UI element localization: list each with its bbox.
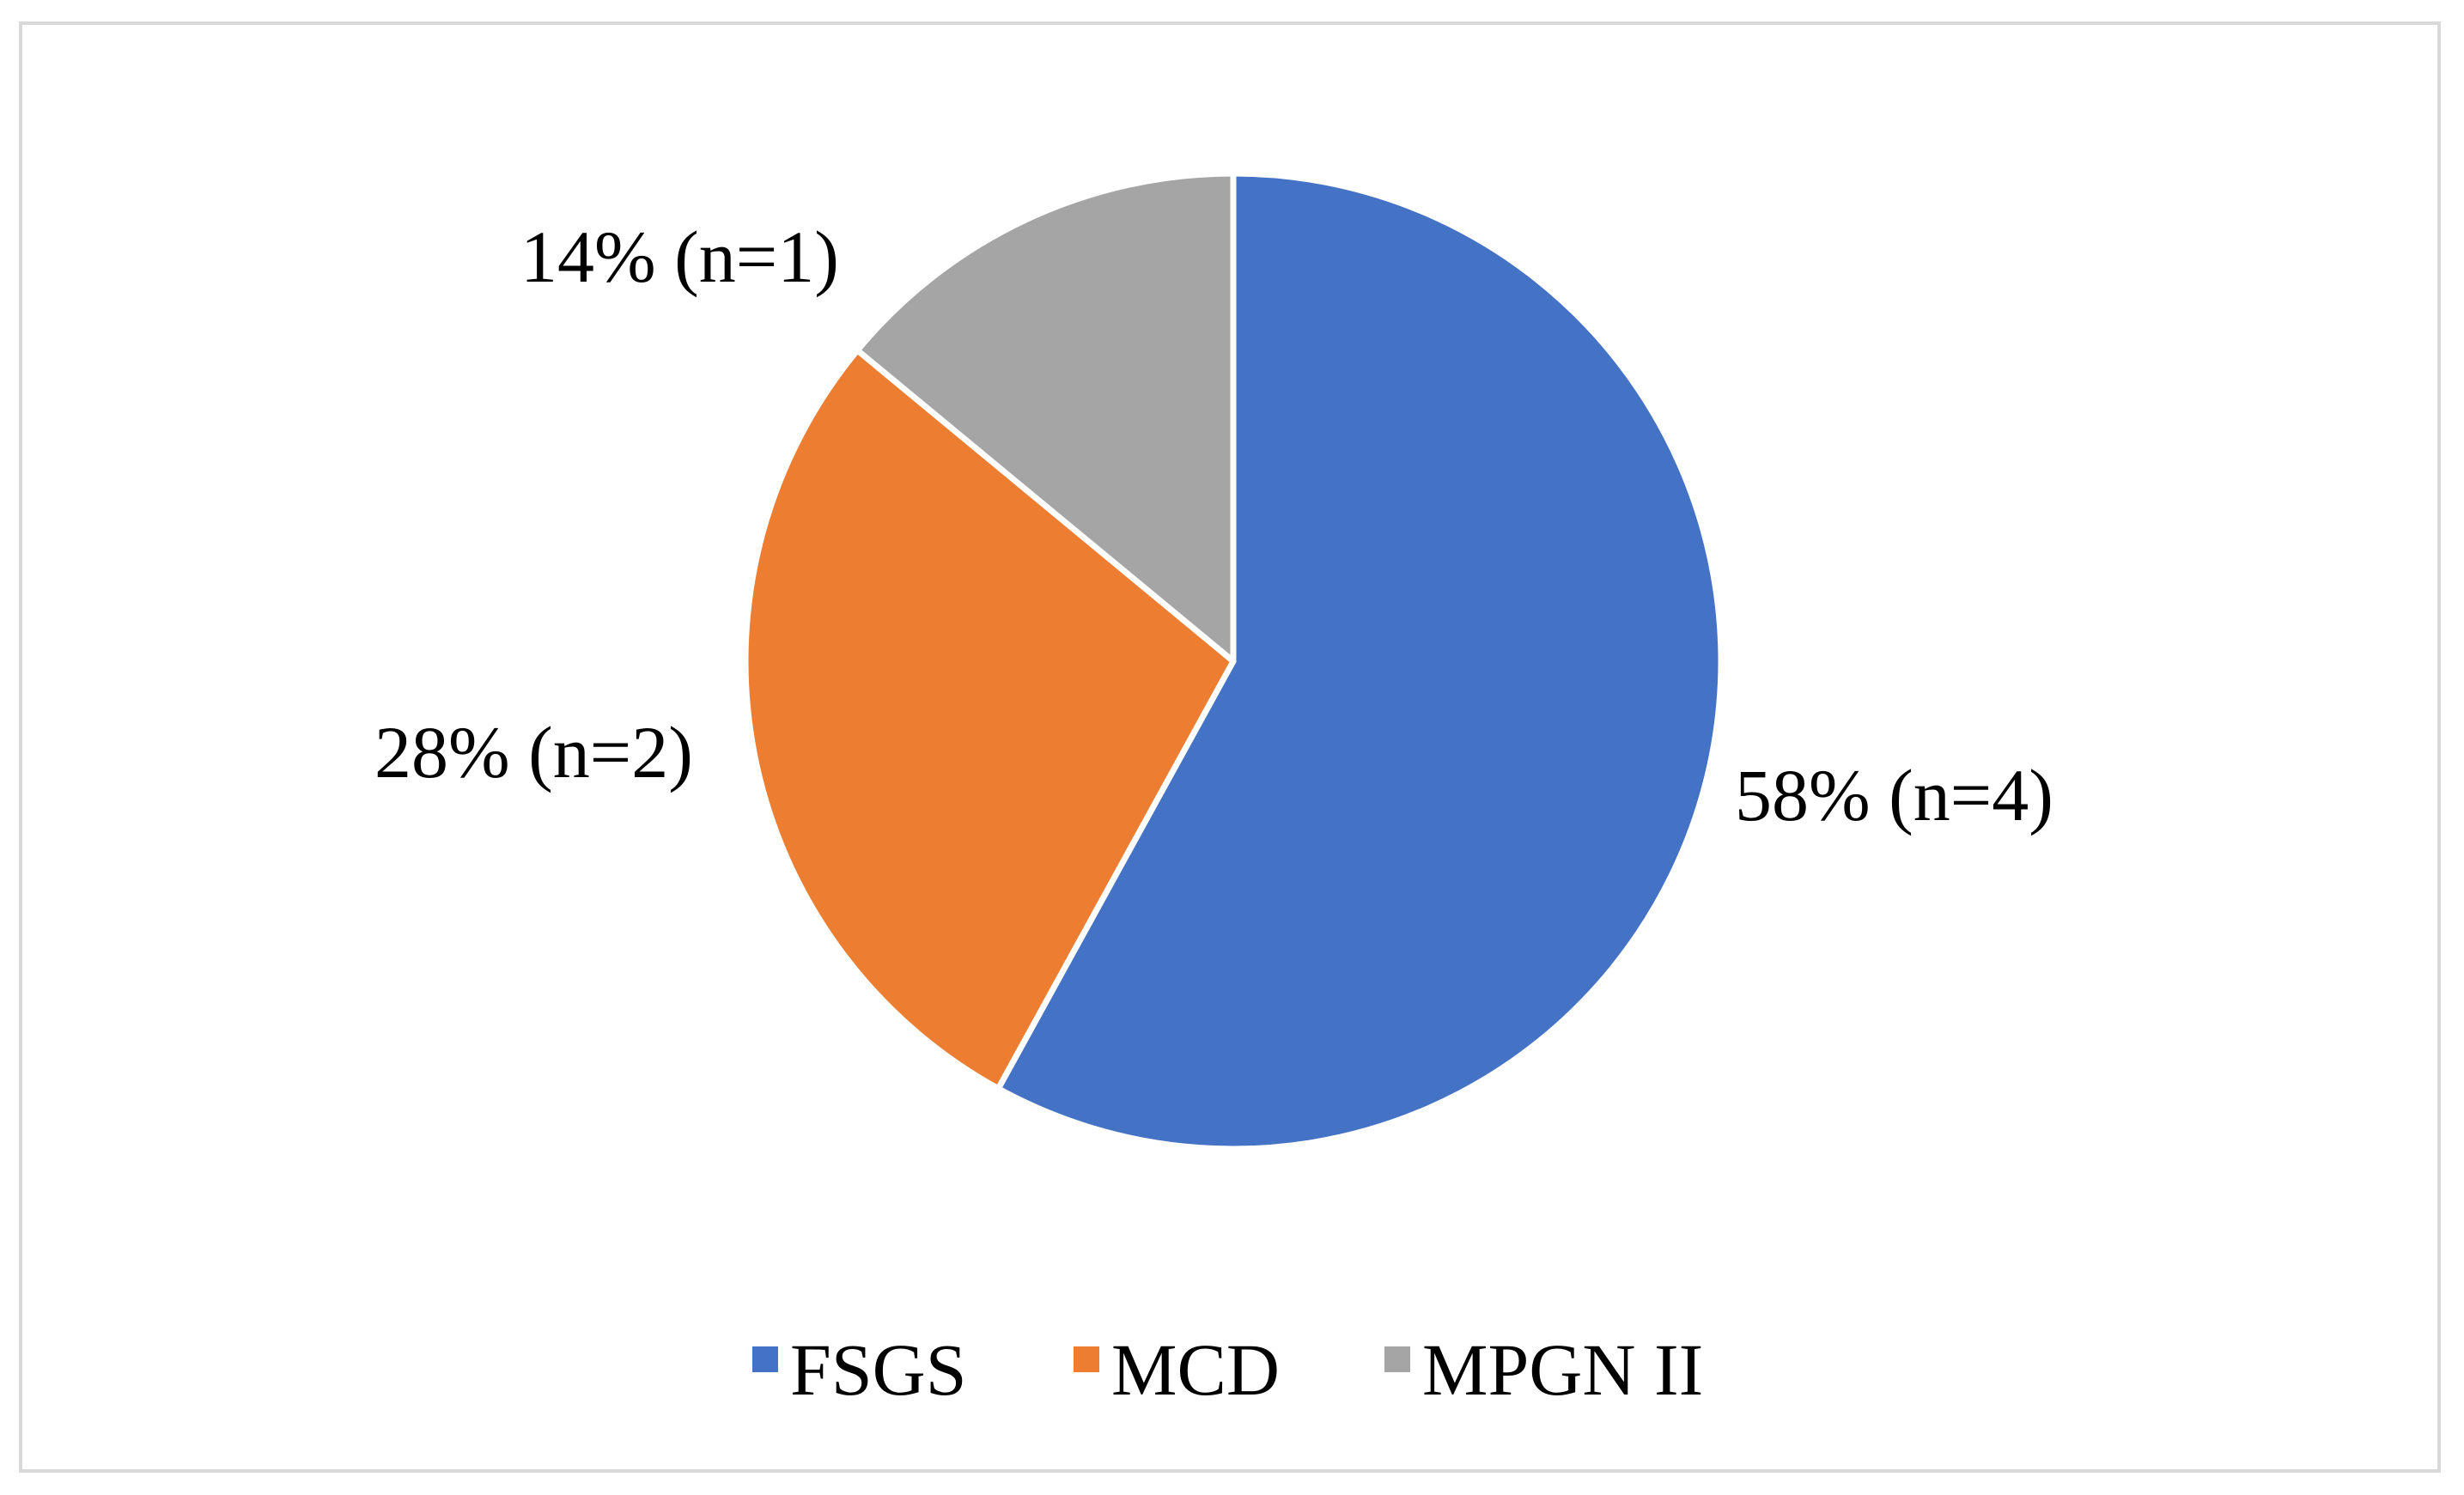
legend: FSGS MCD MPGN II [752, 1328, 1703, 1411]
legend-swatch [1074, 1346, 1099, 1372]
legend-item-mcd: MCD [1074, 1328, 1280, 1411]
legend-label: MPGN II [1422, 1328, 1703, 1411]
pie-slice-mcd [742, 347, 1237, 1092]
pie-slice-fsgs [995, 170, 1725, 1152]
legend-label: FSGS [790, 1328, 967, 1411]
data-label-mpgn-ii: 14% (n=1) [520, 216, 839, 298]
legend-item-mpgn-ii: MPGN II [1384, 1328, 1703, 1411]
data-label-mcd: 28% (n=2) [374, 711, 693, 793]
pie-slices [742, 170, 1725, 1152]
data-labels: 58% (n=4) 28% (n=2) 14% (n=1) [374, 216, 2053, 836]
legend-item-fsgs: FSGS [752, 1328, 967, 1411]
legend-label: MCD [1111, 1328, 1280, 1411]
pie-slice-mpgn-ii [854, 170, 1237, 665]
data-label-fsgs: 58% (n=4) [1735, 754, 2053, 836]
legend-swatch [1384, 1346, 1410, 1372]
legend-swatch [752, 1346, 778, 1372]
